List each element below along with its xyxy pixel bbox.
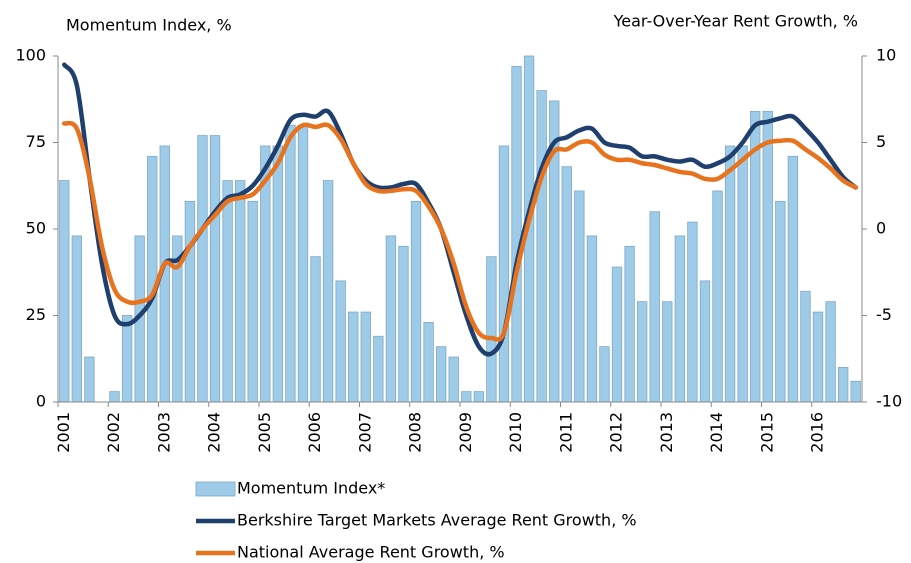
bar xyxy=(624,245,635,403)
y2-tick-label: 0 xyxy=(876,219,886,238)
bar xyxy=(423,322,434,403)
y-tick-label: 25 xyxy=(26,305,46,324)
x-tick-label: 2009 xyxy=(456,412,475,453)
y-tick-label: 50 xyxy=(26,219,46,238)
bar xyxy=(561,166,572,403)
bar xyxy=(59,180,70,403)
bar xyxy=(636,301,648,403)
x-tick-label: 2008 xyxy=(406,412,425,453)
bar xyxy=(234,180,246,403)
x-tick-label: 2015 xyxy=(757,412,776,453)
bar xyxy=(674,235,686,403)
bar xyxy=(724,145,736,403)
bar xyxy=(762,110,773,403)
x-tick-label: 2006 xyxy=(305,412,324,453)
x-tick-label: 2012 xyxy=(607,412,626,453)
y-axis-title: Momentum Index, % xyxy=(66,16,232,35)
bar xyxy=(687,221,698,403)
y2-tick-label: 5 xyxy=(876,132,886,151)
x-tick-label: 2011 xyxy=(556,412,575,453)
bar xyxy=(812,311,824,403)
bar xyxy=(775,200,786,403)
x-tick-label: 2004 xyxy=(205,412,224,453)
y2-tick-label: 10 xyxy=(876,46,896,65)
bar xyxy=(586,235,598,403)
bar xyxy=(322,180,334,403)
x-tick-label: 2010 xyxy=(506,412,525,453)
bar xyxy=(297,124,309,403)
bar xyxy=(825,301,836,403)
line xyxy=(62,120,858,342)
bar xyxy=(310,256,321,403)
bar xyxy=(712,190,723,403)
bar xyxy=(737,145,748,403)
x-tick-label: 2001 xyxy=(54,412,73,453)
bar xyxy=(611,266,623,403)
y-tick-label: 0 xyxy=(36,392,46,411)
bar xyxy=(750,110,761,403)
bar xyxy=(71,235,83,403)
legend-label: Momentum Index* xyxy=(237,479,385,498)
legend-label: Berkshire Target Markets Average Rent Gr… xyxy=(237,511,637,530)
y2-tick-label: -5 xyxy=(876,305,892,324)
bar xyxy=(222,180,233,403)
bar xyxy=(486,256,497,403)
x-tick-label: 2002 xyxy=(104,412,123,453)
bar xyxy=(662,301,673,403)
bar xyxy=(536,90,547,403)
bar xyxy=(121,315,133,403)
y-tick-label: 100 xyxy=(15,46,46,65)
bar xyxy=(398,245,409,403)
bar xyxy=(272,145,284,403)
bar xyxy=(599,346,610,403)
bar xyxy=(109,391,120,403)
bar xyxy=(348,311,359,403)
bar xyxy=(574,190,585,403)
legend-swatch xyxy=(195,481,236,497)
y-tick-label: 75 xyxy=(26,132,46,151)
bar xyxy=(649,211,660,403)
x-tick-label: 2013 xyxy=(657,412,676,453)
bar xyxy=(360,311,371,403)
bar xyxy=(473,391,485,403)
bar xyxy=(800,290,811,403)
bar xyxy=(850,380,861,403)
x-tick-label: 2005 xyxy=(255,412,274,453)
bar xyxy=(147,155,158,403)
y2-axis-title: Year-Over-Year Rent Growth, % xyxy=(613,12,858,31)
bar xyxy=(511,65,522,403)
bar xyxy=(184,200,196,403)
legend-label: National Average Rent Growth, % xyxy=(237,543,505,562)
x-tick-label: 2007 xyxy=(355,412,374,453)
line xyxy=(62,62,858,357)
bar xyxy=(787,155,799,403)
bar xyxy=(373,335,384,403)
bar xyxy=(435,346,447,403)
bar xyxy=(385,235,397,403)
bar xyxy=(209,135,221,403)
x-tick-label: 2016 xyxy=(808,412,827,453)
bar xyxy=(448,356,459,403)
x-tick-label: 2003 xyxy=(154,412,173,453)
bar xyxy=(498,145,510,403)
bar xyxy=(837,366,849,403)
bar xyxy=(84,356,95,403)
bar xyxy=(410,200,422,403)
bar xyxy=(461,391,472,403)
x-tick-label: 2014 xyxy=(707,412,726,453)
y2-tick-label: -10 xyxy=(876,392,902,411)
bar xyxy=(197,135,208,403)
bar xyxy=(699,280,711,403)
bar xyxy=(247,200,258,403)
bar xyxy=(335,280,346,403)
bar xyxy=(285,124,296,403)
